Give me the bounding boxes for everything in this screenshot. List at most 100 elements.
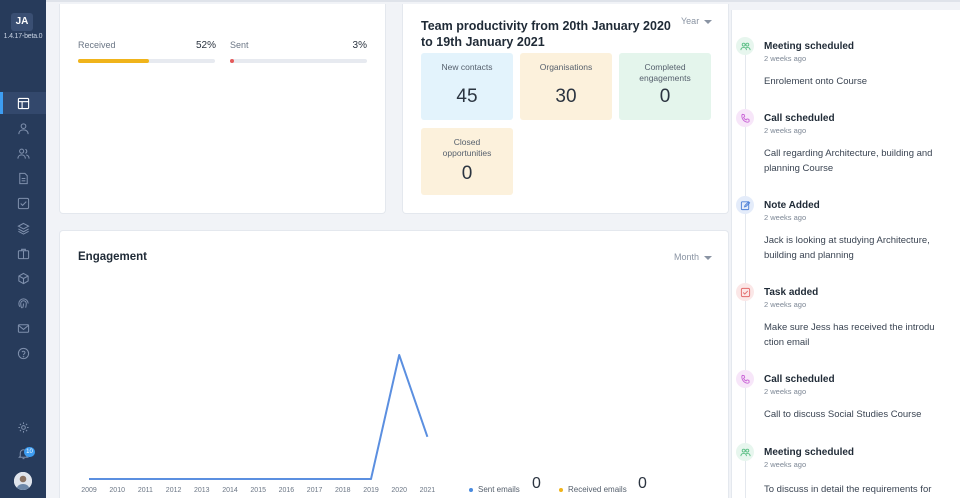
legend-sent-label: Sent emails [478, 485, 520, 494]
engagement-title: Engagement [78, 251, 148, 263]
period-dropdown-value: Year [681, 16, 700, 26]
feed-item-1-icon-wrap [736, 109, 754, 127]
stat-value: 0 [659, 86, 671, 107]
sidebar-item-mail[interactable] [0, 317, 46, 339]
sidebar-item-documents[interactable] [0, 167, 46, 189]
feed-item-title[interactable]: Meeting scheduled [764, 447, 855, 458]
top-divider [46, 0, 960, 2]
stat-label: New contacts [441, 62, 493, 72]
sidebar-item-notifications[interactable] [0, 442, 46, 464]
stat-new-contacts[interactable]: New contacts 45 [421, 53, 513, 120]
help-icon [17, 347, 29, 359]
engagement-period-value: Month [674, 252, 700, 262]
legend-received-dot [559, 487, 563, 492]
feed-item-time: 2 weeks ago [764, 460, 807, 469]
x-tick-label: 2012 [166, 487, 182, 494]
x-tick-label: 2021 [420, 487, 436, 494]
people-icon [16, 148, 30, 159]
x-tick-label: 2016 [279, 487, 295, 494]
sent-progress-fill [230, 59, 235, 63]
feed-item-time: 2 weeks ago [764, 126, 807, 135]
sidebar-item-settings[interactable] [0, 416, 46, 438]
checkbox-icon [17, 197, 29, 209]
feed-item-title[interactable]: Note Added [764, 200, 820, 211]
x-tick-label: 2014 [222, 487, 238, 494]
received-label: Received [78, 40, 116, 50]
stat-organisations[interactable]: Organisations 30 [520, 53, 612, 120]
person-icon [17, 122, 29, 134]
sidebar-item-identity[interactable] [0, 292, 46, 314]
meeting-icon [739, 448, 751, 456]
x-tick-label: 2010 [109, 487, 125, 494]
sent-emails-count: 0 [532, 475, 541, 492]
series-line [89, 354, 429, 480]
legend-sent: Sent emails [469, 485, 520, 494]
engagement-period-dropdown[interactable]: Month [674, 252, 713, 262]
stat-value: 0 [461, 163, 473, 184]
feed-item-0-icon-wrap [736, 37, 754, 55]
briefcase-icon [17, 248, 29, 259]
x-tick-label: 2020 [391, 487, 407, 494]
stat-value: 30 [555, 86, 577, 107]
feed-item-4-icon-wrap [736, 370, 754, 388]
sent-label: Sent [230, 40, 249, 50]
fingerprint-icon [17, 297, 29, 308]
feed-item-5-icon-wrap [736, 443, 754, 461]
feed-item-title[interactable]: Call scheduled [764, 374, 835, 385]
gear-icon [17, 421, 29, 433]
sidebar-item-help[interactable] [0, 342, 46, 364]
sidebar-item-contacts[interactable] [0, 117, 46, 139]
note-icon [740, 200, 750, 210]
sidebar-item-organisations[interactable] [0, 242, 46, 264]
feed-item-time: 2 weeks ago [764, 300, 807, 309]
feed-item-desc: Enrolement onto Course [764, 76, 867, 87]
phone-icon [740, 113, 750, 123]
avatar-icon [14, 472, 32, 490]
sidebar-item-products[interactable] [0, 267, 46, 289]
period-dropdown[interactable]: Year [681, 16, 713, 26]
team-productivity-card: Team productivity from 20th January 2020… [402, 4, 729, 214]
sent-percent: 3% [352, 40, 367, 51]
sidebar-item-courses[interactable] [0, 217, 46, 239]
x-tick-label: 2009 [81, 487, 97, 494]
stat-value: 45 [456, 86, 478, 107]
engagement-card: Engagement Month 2009 2010 2011 2012 2013 201… [59, 230, 729, 498]
feed-item-desc: Make sure Jess has received the introdu … [764, 322, 935, 348]
document-icon [18, 172, 28, 184]
stat-completed-engagements[interactable]: Completed engagements 0 [619, 53, 711, 120]
sidebar-item-tasks[interactable] [0, 192, 46, 214]
user-avatar[interactable] [14, 472, 32, 490]
sidebar: JA 1.4.17-beta.0 [0, 0, 46, 498]
phone-icon [740, 374, 750, 384]
notification-badge: 10 [24, 447, 35, 457]
sidebar-item-teams[interactable] [0, 142, 46, 164]
activity-feed: Meeting scheduled 2 weeks ago Enrolement… [731, 10, 960, 498]
app-version: 1.4.17-beta.0 [3, 33, 43, 40]
legend-received: Received emails [559, 485, 627, 494]
feed-item-title[interactable]: Task added [764, 287, 819, 298]
legend-received-label: Received emails [568, 485, 627, 494]
received-emails-count: 0 [638, 475, 647, 492]
cube-icon [17, 272, 29, 284]
feed-item-title[interactable]: Meeting scheduled [764, 41, 855, 52]
user-initials-button[interactable]: JA [11, 13, 33, 31]
received-percent: 52% [195, 40, 216, 51]
feed-item-3-icon-wrap [736, 283, 754, 301]
caret-down-icon [704, 255, 713, 260]
timeline-line [745, 40, 746, 498]
x-tick-label: 2017 [307, 487, 323, 494]
feed-item-time: 2 weeks ago [764, 54, 807, 63]
layers-icon [16, 222, 30, 235]
stat-closed-opportunities[interactable]: Closed opportunities 0 [421, 128, 513, 195]
dashboard-icon [17, 97, 29, 109]
feed-item-desc: Call to discuss Social Studies Course [764, 409, 922, 420]
caret-down-icon [704, 19, 713, 24]
x-tick-label: 2018 [335, 487, 351, 494]
x-tick-label: 2011 [138, 487, 153, 494]
received-progress-fill [78, 59, 150, 63]
x-tick-label: 2015 [250, 487, 266, 494]
email-ratio-card: Received 52% Sent 3% [59, 4, 386, 214]
meeting-icon [739, 42, 751, 50]
sidebar-item-dashboard[interactable] [0, 92, 46, 114]
feed-item-title[interactable]: Call scheduled [764, 113, 835, 124]
